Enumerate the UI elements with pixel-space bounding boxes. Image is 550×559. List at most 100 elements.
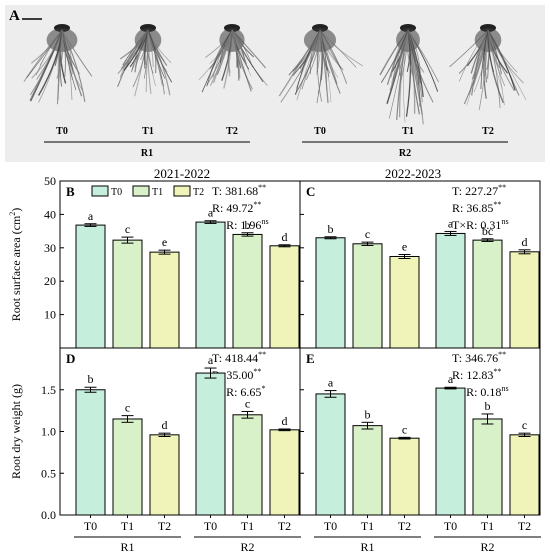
y-axis-label: Root surface area (cm2)	[8, 208, 23, 322]
panel-letter-c: C	[306, 184, 315, 199]
bar-c-r1-t1	[352, 243, 383, 349]
panel-letter-d: D	[66, 351, 75, 366]
photo-label-r1-t2: T2	[226, 126, 238, 137]
significance-letter: bc	[482, 224, 493, 238]
root-system-1	[23, 24, 93, 105]
x-tick-label: T0	[324, 519, 337, 533]
x-tick-label: T1	[361, 519, 374, 533]
photo-label-r1-t1: T1	[142, 126, 154, 137]
significance-letter: a	[328, 376, 334, 390]
significance-letter: b	[245, 218, 251, 232]
legend-label-t1: T1	[152, 187, 163, 198]
bar-d-r1-t1	[112, 418, 143, 516]
significance-letter: c	[402, 422, 407, 436]
group-label-r2: R2	[240, 540, 254, 554]
significance-letter: c	[522, 418, 527, 432]
root-system-3	[198, 24, 268, 93]
season-header-right: 2022-2023	[385, 166, 441, 181]
y-tick-label: 40	[44, 207, 56, 221]
photo-group-label-r1: R1	[141, 148, 153, 159]
y-axis-label: Root dry weight (g)	[9, 384, 23, 479]
significance-letter: b	[88, 372, 94, 386]
y-tick-label: 1.5	[41, 383, 56, 397]
photo-label-r1-t0: T0	[56, 126, 68, 137]
y-tick-label: 0.0	[41, 508, 56, 522]
y-tick-label: 30	[44, 241, 56, 255]
bar-e-r2-t2	[509, 434, 540, 516]
significance-letter: e	[402, 239, 407, 253]
significance-letter: b	[365, 407, 371, 421]
bar-c-r1-t2	[389, 255, 420, 349]
legend-label-t0: T0	[111, 187, 122, 198]
significance-letter: c	[125, 401, 130, 415]
significance-letter: c	[125, 222, 130, 236]
significance-letter: b	[485, 399, 491, 413]
root-system-5	[379, 24, 440, 125]
x-tick-label: T1	[121, 519, 134, 533]
significance-letter: c	[365, 227, 370, 241]
bar-charts: 10 20 30 40 50 Root surface area (cm2) B T0 T1 T2…	[8, 174, 541, 554]
photo-group-label-r2: R2	[399, 148, 411, 159]
bar-d-r1-t0	[75, 389, 106, 516]
y-tick-label: 50	[44, 174, 56, 188]
root-system-6	[449, 24, 527, 110]
panel-letter-e: E	[306, 351, 315, 366]
root-system-2	[117, 24, 173, 97]
x-tick-label: T2	[158, 519, 171, 533]
significance-letter: d	[282, 230, 288, 244]
significance-letter: e	[162, 235, 167, 249]
significance-letter: a	[448, 372, 454, 386]
group-label-r1: R1	[120, 540, 134, 554]
x-tick-label: T1	[241, 519, 254, 533]
chart-d: 0.0 0.5 1.0 1.5 Root dry weight (g) D T: 418.4…	[9, 347, 301, 554]
photo-background	[5, 5, 545, 162]
y-tick-label: 20	[44, 274, 56, 288]
season-header-left: 2021-2022	[154, 166, 210, 181]
bar-b-r1-t2	[149, 251, 180, 349]
legend-label-t2: T2	[193, 187, 204, 198]
significance-letter: a	[88, 209, 94, 223]
y-tick-label: 1.0	[41, 425, 56, 439]
panel-letter-b: B	[66, 184, 75, 199]
photo-label-r2-t1: T1	[402, 126, 414, 137]
x-tick-label: T2	[398, 519, 411, 533]
significance-letter: a	[208, 353, 214, 367]
stat-line-1: T: 381.68**	[212, 183, 266, 198]
bar-b-r1-t1	[112, 239, 143, 349]
root-system-4	[278, 24, 364, 104]
bar-b-r2-t1	[232, 233, 263, 349]
bar-c-r2-t1	[472, 239, 503, 349]
bar-c-r2-t2	[509, 251, 540, 349]
bar-e-r2-t1	[472, 418, 503, 516]
y-tick-label: 10	[44, 308, 56, 322]
group-label-r1: R1	[360, 540, 374, 554]
bar-e-r1-t2	[389, 437, 420, 516]
panel-label-a: A	[9, 8, 20, 24]
root-photo-panel: A T0 T1 T2 R1 T0 T1 T2 R2	[5, 5, 545, 162]
significance-letter: d	[522, 235, 528, 249]
significance-letter: d	[162, 418, 168, 432]
legend-swatch-t2	[173, 185, 191, 197]
stat-line-3: T×R: 0.31ns	[452, 217, 509, 232]
legend-swatch-t1	[132, 185, 150, 197]
group-label-r2: R2	[480, 540, 494, 554]
chart-b: 10 20 30 40 50 Root surface area (cm2) B T0 T1 T2…	[8, 174, 301, 349]
significance-letter: a	[448, 216, 454, 230]
significance-letter: b	[328, 222, 334, 236]
stat-line-2: R: 36.85**	[452, 200, 501, 215]
bar-b-r1-t0	[75, 224, 106, 349]
photo-label-r2-t0: T0	[314, 126, 326, 137]
bar-d-r1-t2	[149, 434, 180, 516]
bar-d-r2-t2	[269, 429, 300, 516]
significance-letter: d	[282, 414, 288, 428]
chart-e: E T: 346.76**R: 12.83**T×R: 0.18nsaT0bT1c…	[299, 347, 541, 554]
stat-line-2: R: 12.83**	[452, 367, 501, 382]
x-tick-label: T0	[84, 519, 97, 533]
bar-b-r2-t0	[195, 221, 226, 349]
bar-e-r1-t0	[315, 393, 346, 516]
bar-c-r1-t0	[315, 237, 346, 349]
x-tick-label: T2	[518, 519, 531, 533]
significance-letter: c	[245, 396, 250, 410]
